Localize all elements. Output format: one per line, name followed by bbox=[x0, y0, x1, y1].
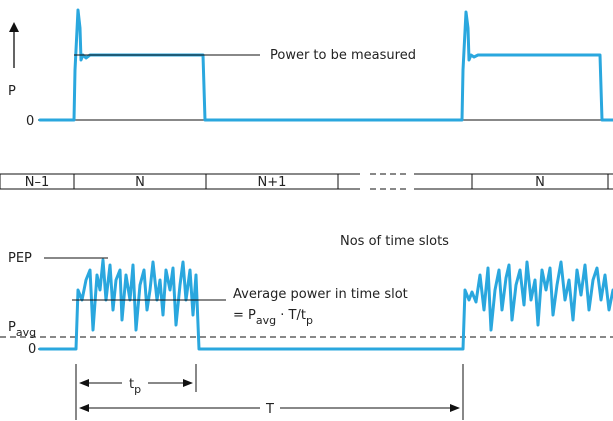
tp-label: tp bbox=[129, 377, 141, 396]
t-label: T bbox=[265, 402, 274, 417]
top-panel: P 0 Power to be measured bbox=[8, 8, 613, 129]
bottom-power-signal bbox=[38, 258, 613, 351]
callout-line2-mid: · T/t bbox=[276, 308, 306, 323]
time-slots-caption: Nos of time slots bbox=[340, 234, 449, 249]
callout-line2-prefix: = P bbox=[233, 308, 256, 323]
callout-line2-sub2: p bbox=[306, 314, 313, 327]
power-axis-label: P bbox=[8, 84, 16, 99]
time-slot-row: N–1 N N+1 N Nos of time slots bbox=[0, 173, 613, 249]
slot-label: N–1 bbox=[25, 175, 50, 190]
pep-label: PEP bbox=[8, 251, 32, 266]
bottom-panel: PEP Pavg 0 Average power in time slot = … bbox=[0, 251, 613, 420]
top-zero-label: 0 bbox=[26, 114, 34, 129]
tp-label-sub: p bbox=[134, 383, 141, 396]
bottom-callout-line1: Average power in time slot bbox=[233, 287, 408, 302]
slot-label: N+1 bbox=[258, 175, 287, 190]
callout-line2-sub1: avg bbox=[256, 314, 276, 327]
slot-label: N bbox=[535, 175, 545, 190]
top-power-signal bbox=[38, 8, 613, 122]
pavg-label-base: P bbox=[8, 320, 16, 335]
bottom-callout-line2: = Pavg · T/tp bbox=[233, 308, 313, 327]
tp-label-base: t bbox=[129, 377, 134, 392]
power-axis-arrowhead bbox=[9, 22, 19, 32]
slot-label: N bbox=[135, 175, 145, 190]
top-callout-text: Power to be measured bbox=[270, 48, 416, 63]
pavg-label-sub: avg bbox=[16, 326, 36, 339]
bottom-zero-label: 0 bbox=[28, 342, 36, 357]
pavg-label: Pavg bbox=[8, 320, 36, 339]
